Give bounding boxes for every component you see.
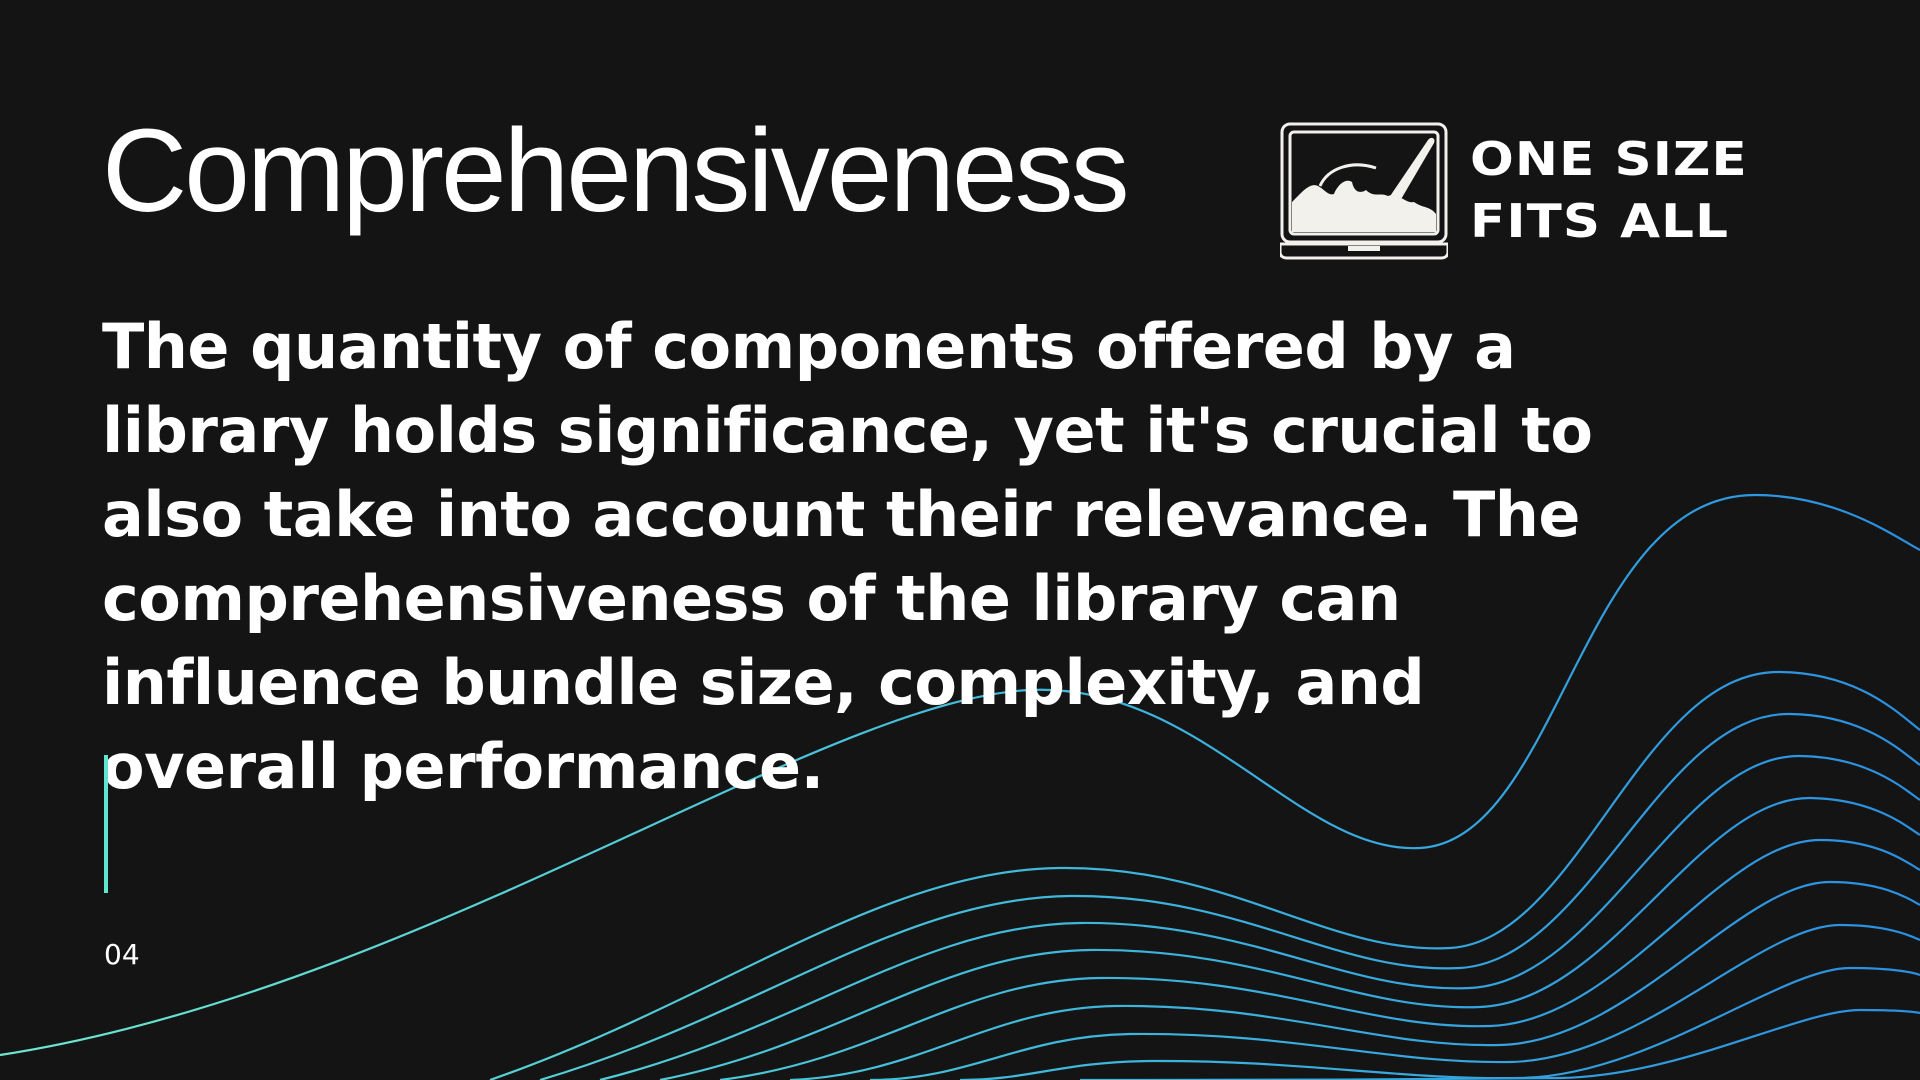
- wave-line: [0, 493, 1920, 1057]
- wave-line: [789, 880, 1920, 1080]
- page-number: 04: [104, 938, 140, 971]
- wave-line: [489, 670, 1920, 1080]
- monitor-paintbrush-landscape-icon: [1280, 122, 1448, 260]
- wave-line: [719, 838, 1920, 1080]
- wave-line: [539, 712, 1920, 1080]
- brand-tagline: ONE SIZE FITS ALL: [1470, 128, 1748, 252]
- accent-bar: [104, 755, 108, 893]
- page-title: Comprehensiveness: [102, 105, 1130, 237]
- brand-tagline-line-1: ONE SIZE: [1470, 132, 1748, 186]
- wave-line: [599, 754, 1920, 1080]
- wave-line: [659, 796, 1920, 1080]
- wave-line: [869, 923, 1920, 1080]
- brand-block: ONE SIZE FITS ALL: [1280, 122, 1840, 262]
- body-paragraph: The quantity of components offered by a …: [102, 310, 1593, 803]
- brand-tagline-line-2: FITS ALL: [1470, 194, 1730, 248]
